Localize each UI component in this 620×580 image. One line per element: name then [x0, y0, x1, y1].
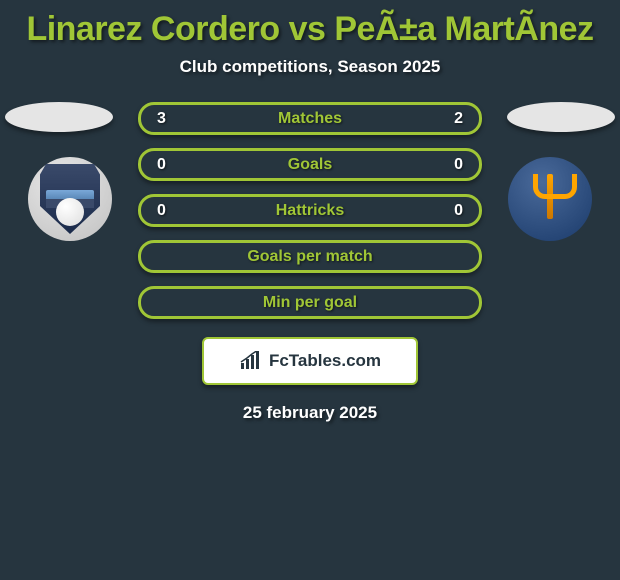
- stat-value-left: 3: [157, 110, 187, 128]
- stat-label: Hattricks: [187, 202, 433, 220]
- shield-icon: [40, 164, 100, 234]
- chart-icon: [239, 351, 263, 371]
- date-text: 25 february 2025: [243, 403, 377, 423]
- team-logo-right: [508, 157, 592, 241]
- stat-value-left: 0: [157, 156, 187, 174]
- stats-container: 3 Matches 2 0 Goals 0 0 Hattricks 0 Goal…: [0, 102, 620, 319]
- stats-column: 3 Matches 2 0 Goals 0 0 Hattricks 0 Goal…: [138, 102, 482, 319]
- stat-label: Goals: [187, 156, 433, 174]
- stat-label: Min per goal: [187, 294, 433, 312]
- stat-value-right: 0: [433, 202, 463, 220]
- trident-icon: [525, 169, 575, 229]
- stat-pill-goals-per-match: Goals per match: [138, 240, 482, 273]
- footer-brand-box[interactable]: FcTables.com: [202, 337, 418, 385]
- stat-pill-matches: 3 Matches 2: [138, 102, 482, 135]
- stat-pill-hattricks: 0 Hattricks 0: [138, 194, 482, 227]
- footer-brand-text: FcTables.com: [269, 351, 381, 371]
- team-logo-left: [28, 157, 112, 241]
- stat-label: Goals per match: [187, 248, 433, 266]
- main-container: Linarez Cordero vs PeÃ±a MartÃ­nez Club …: [0, 0, 620, 433]
- stat-label: Matches: [187, 110, 433, 128]
- stat-pill-goals: 0 Goals 0: [138, 148, 482, 181]
- page-title: Linarez Cordero vs PeÃ±a MartÃ­nez: [26, 10, 593, 49]
- player-name-right: [507, 102, 615, 132]
- stat-value-right: 0: [433, 156, 463, 174]
- player-name-left: [5, 102, 113, 132]
- stat-value-right: 2: [433, 110, 463, 128]
- player-left-name-ellipse: [5, 102, 113, 132]
- stat-pill-min-per-goal: Min per goal: [138, 286, 482, 319]
- subtitle: Club competitions, Season 2025: [180, 57, 441, 77]
- stat-value-left: 0: [157, 202, 187, 220]
- player-right-name-ellipse: [507, 102, 615, 132]
